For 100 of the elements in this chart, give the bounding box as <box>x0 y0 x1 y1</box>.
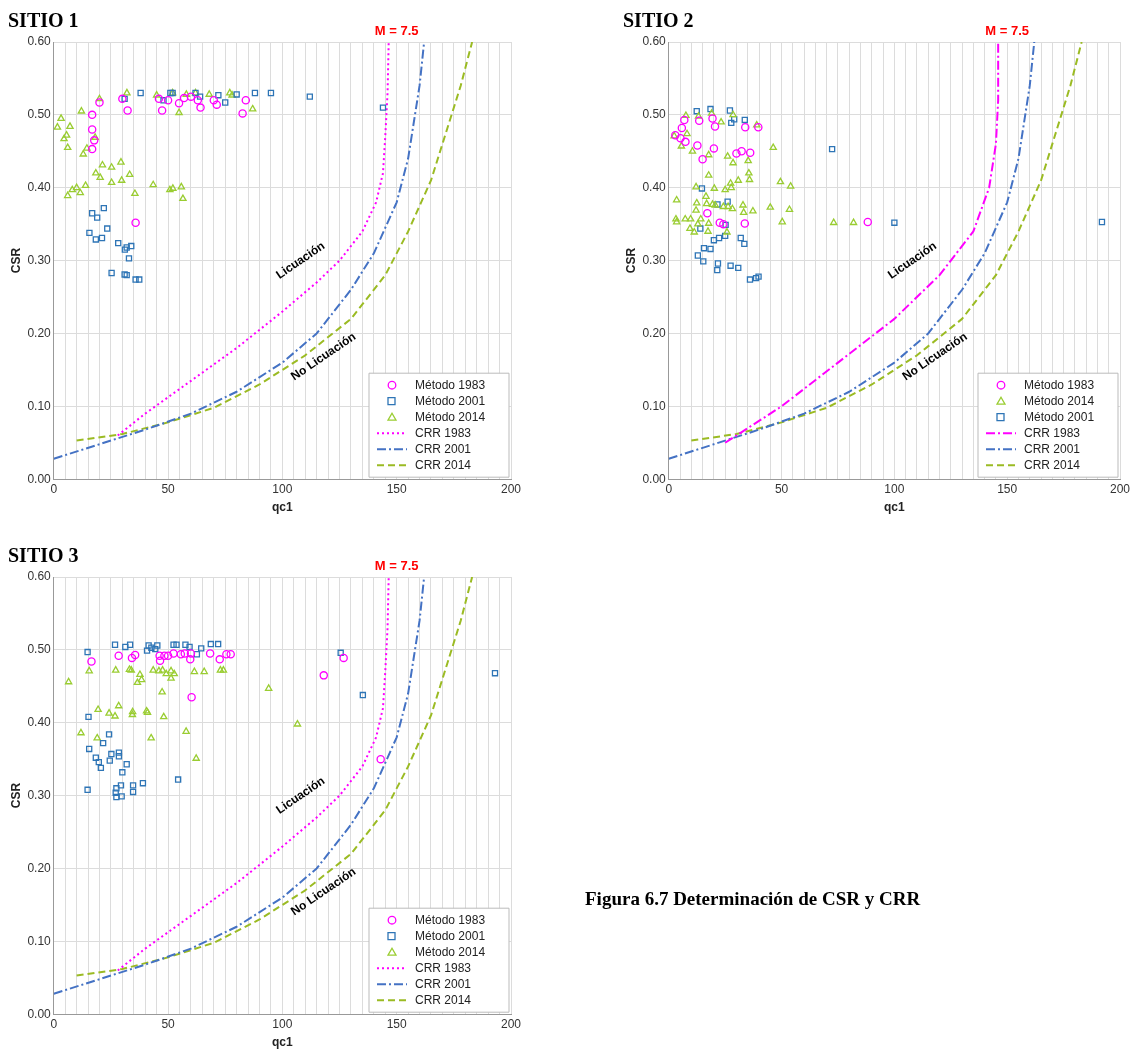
legend-label: Método 2014 <box>415 944 486 959</box>
point <box>491 669 499 677</box>
x-axis-title: qc1 <box>272 1035 294 1050</box>
point <box>176 649 186 659</box>
point <box>714 266 721 274</box>
point <box>159 712 168 720</box>
point <box>677 141 686 149</box>
point <box>139 780 147 787</box>
point <box>87 144 97 154</box>
point <box>379 104 387 111</box>
y-tick-label: 0.00 <box>27 1006 52 1021</box>
point <box>741 116 748 124</box>
y-tick-label: 0.60 <box>27 569 52 584</box>
point <box>68 185 77 193</box>
legend-label: Método 1983 <box>1024 377 1095 392</box>
point <box>64 677 73 685</box>
point <box>133 678 142 686</box>
point <box>729 110 737 118</box>
x-tick-label: 100 <box>884 481 905 496</box>
x-tick-label: 200 <box>1109 481 1131 496</box>
point <box>293 719 302 727</box>
point <box>697 225 704 232</box>
point <box>676 133 685 143</box>
point <box>251 89 259 97</box>
point <box>690 227 699 235</box>
point <box>233 91 240 98</box>
point <box>84 648 91 656</box>
point <box>170 669 179 677</box>
point <box>126 641 134 648</box>
point <box>726 179 735 186</box>
point <box>91 133 99 140</box>
point <box>766 203 775 210</box>
point <box>187 692 196 702</box>
legend-label: CRR 2001 <box>415 441 472 456</box>
point <box>117 176 126 183</box>
point <box>113 793 120 801</box>
point <box>672 195 681 203</box>
point <box>727 183 736 191</box>
point <box>154 642 161 649</box>
point <box>57 114 65 121</box>
legend-label: CRR 1983 <box>1024 425 1081 440</box>
point <box>692 206 700 213</box>
point <box>681 214 689 222</box>
point <box>746 276 754 283</box>
point <box>686 214 695 222</box>
point <box>155 656 165 666</box>
point <box>694 219 702 227</box>
point <box>267 89 275 97</box>
point <box>147 733 155 741</box>
point <box>264 684 273 691</box>
point <box>137 89 144 97</box>
x-tick-label: 150 <box>386 481 408 496</box>
point <box>85 713 92 721</box>
point <box>707 245 714 253</box>
point <box>740 123 750 132</box>
point <box>93 733 101 741</box>
point <box>752 120 761 128</box>
point <box>122 643 129 651</box>
point <box>721 185 729 193</box>
point <box>726 107 734 114</box>
point <box>95 98 104 107</box>
point <box>692 198 701 206</box>
point <box>99 739 107 747</box>
point <box>94 214 101 221</box>
point <box>85 666 93 674</box>
chart-title: SITIO 2 <box>623 9 694 32</box>
point <box>337 649 344 656</box>
point <box>132 276 139 283</box>
y-tick-label: 0.30 <box>27 787 52 802</box>
point <box>778 217 787 225</box>
point <box>728 119 735 127</box>
point <box>222 99 229 106</box>
point <box>157 106 167 115</box>
point <box>149 180 157 188</box>
point <box>115 749 123 756</box>
legend-label: Método 2014 <box>415 409 486 424</box>
point <box>710 184 719 191</box>
y-tick-label: 0.10 <box>642 398 667 413</box>
point <box>681 137 690 147</box>
x-axis-title: qc1 <box>884 500 906 515</box>
point <box>688 147 697 154</box>
point <box>694 116 704 125</box>
point <box>754 123 763 132</box>
point <box>119 769 126 776</box>
y-tick-label: 0.00 <box>27 471 52 486</box>
point <box>117 782 125 789</box>
point <box>205 649 215 658</box>
point <box>155 651 164 660</box>
point <box>698 155 707 164</box>
point <box>744 156 752 164</box>
point <box>686 224 694 231</box>
point <box>107 178 116 186</box>
y-tick-label: 0.40 <box>642 180 667 195</box>
point <box>131 218 140 227</box>
point <box>137 675 146 683</box>
point <box>682 111 690 119</box>
point <box>704 219 713 226</box>
legend-label: Método 1983 <box>415 912 486 927</box>
point <box>182 90 191 97</box>
point <box>97 764 105 772</box>
